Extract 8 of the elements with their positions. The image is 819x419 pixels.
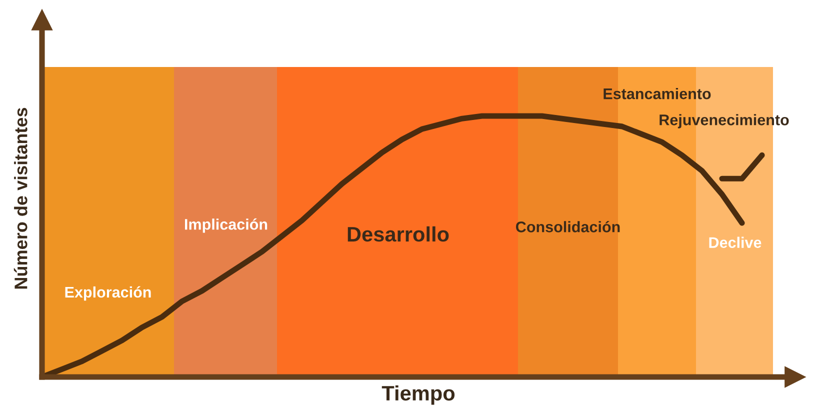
annotation: Declive — [709, 236, 762, 248]
annotation: Desarrollo — [348, 226, 449, 242]
annotation: Exploración — [65, 286, 151, 301]
annotation: Consolidación — [516, 220, 620, 232]
x-axis-title: Tiempo — [382, 385, 455, 405]
y-axis-title: Número de visitantes — [14, 108, 28, 289]
annotation: Implicación — [185, 218, 268, 233]
text: Estancamiento — [604, 88, 711, 100]
